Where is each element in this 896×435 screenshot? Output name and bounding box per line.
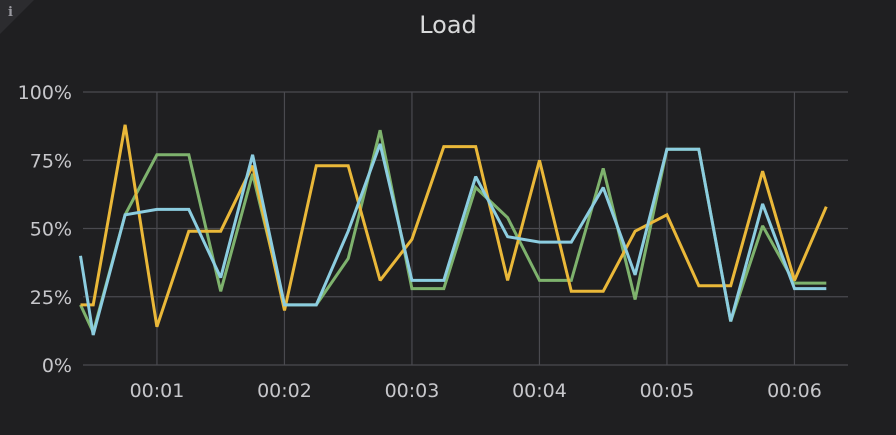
info-icon[interactable]: i bbox=[8, 5, 13, 20]
y-tick-label: 100% bbox=[18, 82, 72, 104]
y-tick-label: 0% bbox=[42, 355, 72, 377]
y-tick-label: 50% bbox=[30, 219, 72, 241]
panel-title: Load bbox=[419, 11, 477, 39]
y-tick-label: 75% bbox=[30, 150, 72, 172]
series-group bbox=[79, 124, 828, 336]
grid bbox=[83, 91, 848, 366]
x-tick-label: 00:03 bbox=[385, 380, 440, 402]
x-tick-label: 00:04 bbox=[512, 380, 567, 402]
x-tick-label: 00:02 bbox=[257, 380, 312, 402]
x-tick-label: 00:01 bbox=[130, 380, 185, 402]
y-axis: 0% 25% 50% 75% 100% bbox=[18, 82, 72, 377]
x-tick-label: 00:06 bbox=[767, 380, 822, 402]
x-tick-label: 00:05 bbox=[640, 380, 695, 402]
series-line-3[interactable] bbox=[79, 143, 827, 336]
x-axis: 00:01 00:02 00:03 00:04 00:05 00:06 bbox=[130, 380, 822, 402]
series-line-2[interactable] bbox=[80, 124, 828, 328]
y-tick-label: 25% bbox=[30, 287, 72, 309]
panel-corner[interactable] bbox=[0, 0, 34, 34]
